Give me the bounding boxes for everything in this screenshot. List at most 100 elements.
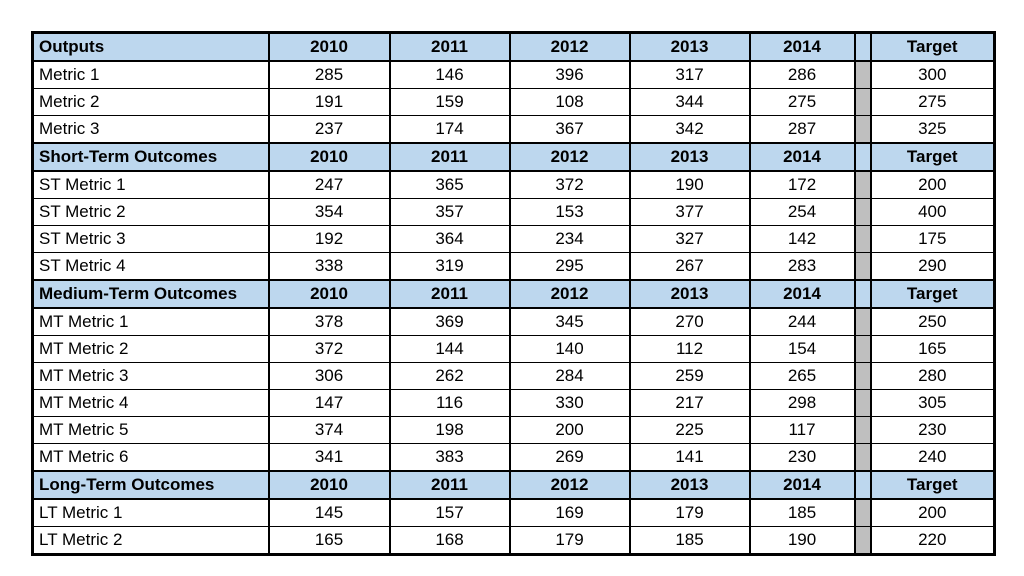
metric-value: 140 (508, 335, 631, 363)
metric-value: 159 (388, 88, 511, 116)
metric-value: 116 (388, 389, 511, 417)
metric-value: 283 (748, 252, 856, 281)
metric-row: MT Metric 3 306 262 284 259 265 280 (31, 362, 996, 390)
metric-value: 185 (748, 498, 856, 527)
metric-value: 270 (628, 307, 751, 336)
target-value: 175 (869, 225, 996, 253)
section-title: Short-Term Outcomes (31, 142, 270, 172)
metric-row: ST Metric 3 192 364 234 327 142 175 (31, 225, 996, 253)
metric-value: 247 (267, 170, 391, 199)
year-header: 2014 (748, 142, 856, 172)
separator-cell (853, 170, 872, 199)
metric-value: 142 (748, 225, 856, 253)
metrics-table-container: Outputs 2010 2011 2012 2013 2014 Target Metric … (31, 31, 996, 556)
target-value: 165 (869, 335, 996, 363)
metric-label: MT Metric 6 (31, 443, 270, 472)
separator-cell (853, 307, 872, 336)
section-title: Long-Term Outcomes (31, 470, 270, 500)
metric-value: 234 (508, 225, 631, 253)
metric-value: 192 (267, 225, 391, 253)
metric-value: 338 (267, 252, 391, 281)
separator-cell (853, 526, 872, 555)
metric-value: 286 (748, 60, 856, 89)
metric-value: 144 (388, 335, 511, 363)
metric-value: 269 (508, 443, 631, 472)
metric-label: Metric 2 (31, 88, 270, 116)
separator-cell (853, 498, 872, 527)
metric-label: LT Metric 2 (31, 526, 270, 555)
metric-value: 145 (267, 498, 391, 527)
section-header-row: Medium-Term Outcomes 2010 2011 2012 2013 2014… (31, 279, 996, 309)
section-title: Outputs (31, 31, 270, 62)
target-value: 290 (869, 252, 996, 281)
separator-cell (853, 60, 872, 89)
metric-value: 190 (628, 170, 751, 199)
separator-cell (853, 362, 872, 390)
metric-value: 174 (388, 115, 511, 144)
year-header: 2011 (388, 279, 511, 309)
metric-value: 237 (267, 115, 391, 144)
year-header: 2011 (388, 31, 511, 62)
metric-value: 295 (508, 252, 631, 281)
metric-row: ST Metric 4 338 319 295 267 283 290 (31, 252, 996, 281)
metric-label: MT Metric 1 (31, 307, 270, 336)
metric-row: ST Metric 1 247 365 372 190 172 200 (31, 170, 996, 199)
metric-value: 377 (628, 198, 751, 226)
metric-row: LT Metric 1 145 157 169 179 185 200 (31, 498, 996, 527)
metric-label: ST Metric 4 (31, 252, 270, 281)
metric-value: 179 (508, 526, 631, 555)
target-value: 200 (869, 498, 996, 527)
separator-cell (853, 142, 872, 172)
metric-value: 372 (508, 170, 631, 199)
year-header: 2013 (628, 31, 751, 62)
metric-value: 168 (388, 526, 511, 555)
metric-value: 369 (388, 307, 511, 336)
metric-value: 374 (267, 416, 391, 444)
metric-label: ST Metric 3 (31, 225, 270, 253)
year-header: 2012 (508, 470, 631, 500)
metric-row: LT Metric 2 165 168 179 185 190 220 (31, 526, 996, 555)
target-value: 400 (869, 198, 996, 226)
metric-value: 259 (628, 362, 751, 390)
metric-value: 327 (628, 225, 751, 253)
target-value: 325 (869, 115, 996, 144)
metric-value: 319 (388, 252, 511, 281)
metric-value: 396 (508, 60, 631, 89)
target-value: 250 (869, 307, 996, 336)
metric-label: MT Metric 5 (31, 416, 270, 444)
separator-cell (853, 252, 872, 281)
metric-value: 157 (388, 498, 511, 527)
metric-value: 141 (628, 443, 751, 472)
metric-row: MT Metric 4 147 116 330 217 298 305 (31, 389, 996, 417)
metric-value: 267 (628, 252, 751, 281)
metric-label: ST Metric 2 (31, 198, 270, 226)
metric-row: MT Metric 6 341 383 269 141 230 240 (31, 443, 996, 472)
separator-cell (853, 198, 872, 226)
separator-cell (853, 335, 872, 363)
metric-value: 287 (748, 115, 856, 144)
separator-cell (853, 416, 872, 444)
metric-row: Metric 1 285 146 396 317 286 300 (31, 60, 996, 89)
metric-value: 342 (628, 115, 751, 144)
separator-cell (853, 115, 872, 144)
metric-value: 190 (748, 526, 856, 555)
separator-cell (853, 389, 872, 417)
metric-label: Metric 3 (31, 115, 270, 144)
target-header: Target (869, 470, 996, 500)
metric-value: 200 (508, 416, 631, 444)
target-header: Target (869, 31, 996, 62)
metric-value: 284 (508, 362, 631, 390)
metric-value: 317 (628, 60, 751, 89)
metric-value: 330 (508, 389, 631, 417)
year-header: 2011 (388, 470, 511, 500)
metric-value: 179 (628, 498, 751, 527)
separator-cell (853, 88, 872, 116)
section-header-row: Short-Term Outcomes 2010 2011 2012 2013 2014 T… (31, 142, 996, 172)
separator-cell (853, 443, 872, 472)
metric-value: 285 (267, 60, 391, 89)
metric-label: MT Metric 3 (31, 362, 270, 390)
target-value: 280 (869, 362, 996, 390)
year-header: 2014 (748, 31, 856, 62)
metric-value: 275 (748, 88, 856, 116)
target-value: 275 (869, 88, 996, 116)
